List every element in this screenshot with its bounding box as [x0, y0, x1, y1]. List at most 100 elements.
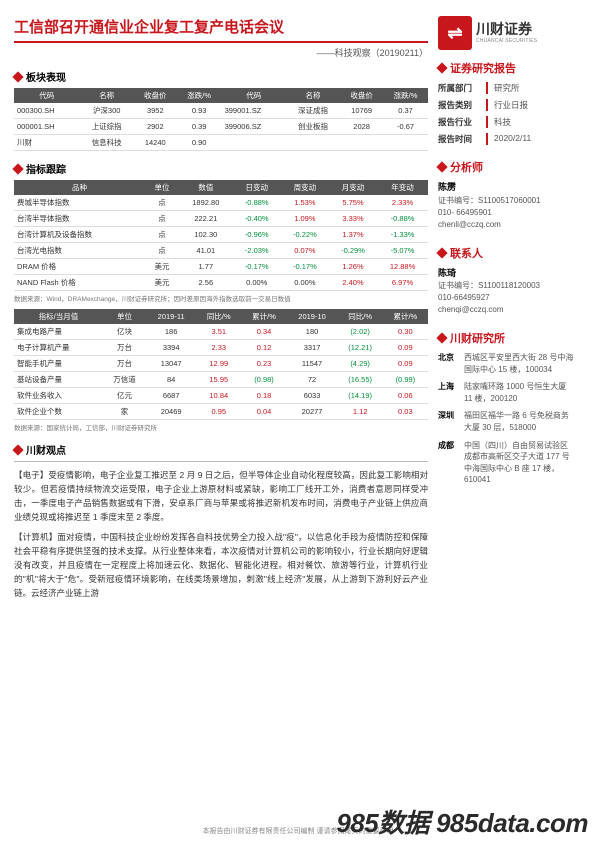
location-row: 深圳福田区福华一路 6 号免税商务大厦 30 层，518000: [438, 410, 582, 433]
location-city: 深圳: [438, 410, 464, 422]
table-cell: 1.53%: [281, 195, 329, 211]
track-table-block: 品种单位数值日变动周变动月变动年变动 费城半导体指数点1892.80-0.88%…: [14, 180, 428, 303]
table-cell: 3394: [146, 340, 196, 356]
side-head-contact: 联系人: [438, 245, 582, 261]
info-value: 2020/2/11: [494, 133, 582, 145]
table-cell: 点: [145, 227, 179, 243]
table-cell: 12.99: [196, 356, 241, 372]
diamond-icon: [12, 444, 23, 455]
table-header: 月变动: [329, 180, 377, 195]
side-column: ⇌ 川财证券 CHUANCAI SECURITIES 证券研究报告 所属部门研究…: [438, 16, 582, 606]
table-cell: 000300.SH: [14, 103, 80, 119]
table-cell: 2.33%: [377, 195, 428, 211]
location-city: 北京: [438, 352, 464, 364]
table-cell: 点: [145, 195, 179, 211]
month-table: 指标/当月值单位2019-11同比/%累计/%2019-10同比/%累计/% 集…: [14, 309, 428, 420]
page-title: 工信部召开通信业企业复工复产电话会议: [14, 16, 428, 43]
table-cell: 0.00%: [281, 275, 329, 291]
table-cell: 10769: [340, 103, 383, 119]
table-cell: 信息科技: [80, 135, 134, 151]
table-cell: -0.17%: [233, 259, 281, 275]
location-addr: 中国（四川）自由贸易试验区成都市高新区交子大道 177 号中海国际中心 B 座 …: [464, 440, 574, 486]
table-header: 单位: [145, 180, 179, 195]
table-cell: DRAM 价格: [14, 259, 145, 275]
table-cell: 399001.SZ: [222, 103, 286, 119]
section-title: 板块表现: [26, 69, 66, 84]
contact-tel: 010-66495927: [438, 292, 582, 304]
table-cell: 0.07%: [281, 243, 329, 259]
info-key: 报告行业: [438, 116, 486, 128]
table-cell: 0.90: [177, 135, 222, 151]
table-header: 2019-10: [287, 309, 338, 324]
logo-text-block: 川财证券 CHUANCAI SECURITIES: [476, 22, 537, 43]
logo-mark-icon: ⇌: [438, 16, 472, 50]
table-cell: 6687: [146, 388, 196, 404]
paragraph: 【计算机】面对疫情，中国科技企业纷纷发挥各自科技优势全力投入战"疫"，以信息化手…: [14, 530, 428, 600]
table-cell: 5.75%: [329, 195, 377, 211]
diamond-icon: [436, 62, 447, 73]
table-cell: 1.09%: [281, 211, 329, 227]
table-cell: 2.40%: [329, 275, 377, 291]
table-row: 000300.SH沪深30039520.93399001.SZ深证成指10769…: [14, 103, 428, 119]
view-paragraphs: 【电子】受疫情影响，电子企业复工推迟至 2 月 9 日之后，但半导体企业自动化程…: [14, 468, 428, 600]
table-row: 000001.SH上证综指29020.39399006.SZ创业板指2028-0…: [14, 119, 428, 135]
table-row: 软件业务收入亿元668710.840.186033(14.19)0.06: [14, 388, 428, 404]
table-cell: 0.23: [241, 356, 286, 372]
table-header: 日变动: [233, 180, 281, 195]
month-table-block: 指标/当月值单位2019-11同比/%累计/%2019-10同比/%累计/% 集…: [14, 309, 428, 432]
table-row: 集成电路产量亿块1863.510.34180(2.02)0.30: [14, 324, 428, 340]
table-row: 基站设备产量万信道8415.95(0.98)72(16.55)(0.99): [14, 372, 428, 388]
analyst-name: 陈雳: [438, 181, 582, 195]
side-head-label: 分析师: [450, 159, 483, 175]
table-cell: [222, 135, 286, 151]
table-row: DRAM 价格美元1.77-0.17%-0.17%1.26%12.88%: [14, 259, 428, 275]
table-cell: 1892.80: [179, 195, 233, 211]
table-cell: 000001.SH: [14, 119, 80, 135]
location-row: 上海陆家嘴环路 1000 号恒生大厦 11 楼，200120: [438, 381, 582, 404]
side-head-label: 联系人: [450, 245, 483, 261]
divider: [14, 461, 428, 462]
brand-sub: CHUANCAI SECURITIES: [476, 38, 537, 44]
table-cell: -0.88%: [377, 211, 428, 227]
table-cell: 0.04: [241, 404, 286, 420]
table-header: 品种: [14, 180, 145, 195]
table-cell: 家: [103, 404, 146, 420]
location-addr: 福田区福华一路 6 号免税商务大厦 30 层，518000: [464, 410, 574, 433]
table-cell: 创业板指: [286, 119, 340, 135]
table-cell: 台湾半导体指数: [14, 211, 145, 227]
table-cell: 台湾光电指数: [14, 243, 145, 259]
side-head-report: 证券研究报告: [438, 60, 582, 76]
table-cell: (2.02): [338, 324, 383, 340]
table-cell: -0.17%: [281, 259, 329, 275]
info-key: 所属部门: [438, 82, 486, 94]
watermark: 985数据 985data.com: [336, 803, 588, 840]
table-cell: 美元: [145, 275, 179, 291]
table-cell: 15.95: [196, 372, 241, 388]
table-cell: 万台: [103, 356, 146, 372]
location-city: 成都: [438, 440, 464, 452]
table-cell: 10.84: [196, 388, 241, 404]
table-cell: 0.09: [383, 356, 428, 372]
table-row: 电子计算机产量万台33942.330.123317(12.21)0.09: [14, 340, 428, 356]
table-row: NAND Flash 价格美元2.560.00%0.00%2.40%6.97%: [14, 275, 428, 291]
table-cell: 台湾计算机及设备指数: [14, 227, 145, 243]
table-cell: 3.33%: [329, 211, 377, 227]
table-cell: 1.12: [338, 404, 383, 420]
table-cell: [340, 135, 383, 151]
table-cell: 费城半导体指数: [14, 195, 145, 211]
section-head-view: 川财观点: [14, 442, 428, 457]
table-cell: 0.34: [241, 324, 286, 340]
table-cell: 0.18: [241, 388, 286, 404]
main-column: 工信部召开通信业企业复工复产电话会议 ——科技观察（20190211） 板块表现…: [14, 16, 428, 606]
table-cell: 72: [287, 372, 338, 388]
report-info: 所属部门研究所报告类别行业日报报告行业科技报告时间2020/2/11: [438, 82, 582, 145]
table-cell: 2.56: [179, 275, 233, 291]
info-key: 报告类别: [438, 99, 486, 111]
table-cell: 0.93: [177, 103, 222, 119]
table-cell: 0.30: [383, 324, 428, 340]
table-cell: (16.55): [338, 372, 383, 388]
side-head-label: 川财研究所: [450, 330, 505, 346]
side-head-analyst: 分析师: [438, 159, 582, 175]
table-header: 累计/%: [241, 309, 286, 324]
table-row: 台湾半导体指数点222.21-0.40%1.09%3.33%-0.88%: [14, 211, 428, 227]
